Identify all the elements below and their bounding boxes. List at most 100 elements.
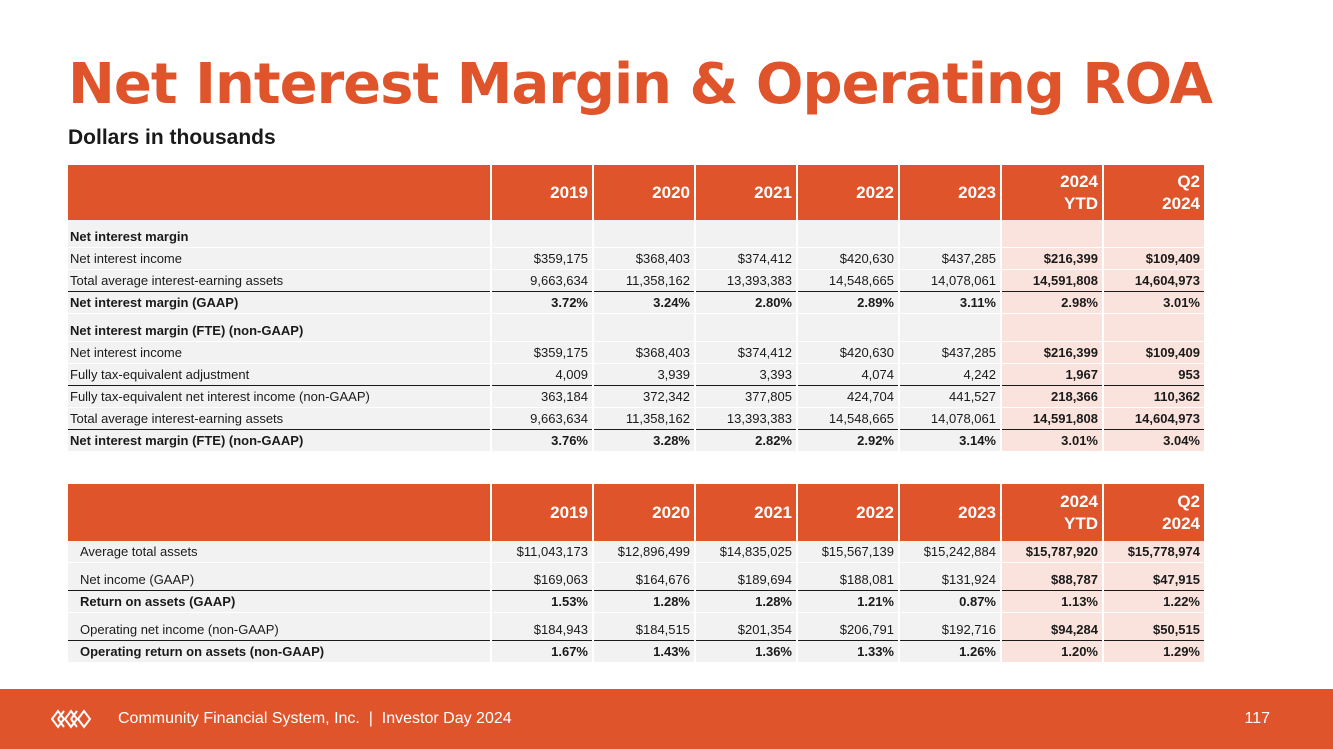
row-value: 218,366 (1002, 386, 1102, 408)
column-header-text: 2023 (958, 182, 996, 202)
row-value: $94,284 (1002, 619, 1102, 641)
row-value: 3.01% (1002, 430, 1102, 452)
spacer-cell (68, 314, 490, 320)
row-value: 14,078,061 (900, 270, 1000, 292)
row-value: 1.28% (594, 591, 694, 613)
header-blank-cell (68, 484, 490, 541)
row-value: $437,285 (900, 342, 1000, 364)
row-value: 14,078,061 (900, 408, 1000, 430)
row-value: $368,403 (594, 248, 694, 270)
spacer-cell (492, 563, 592, 569)
row-value: $184,515 (594, 619, 694, 641)
row-value: 13,393,383 (696, 270, 796, 292)
section-blank-cell (492, 320, 592, 342)
table-row: Return on assets (GAAP) 1.53% 1.28% 1.28% 1.… (68, 591, 1204, 613)
row-label: Net interest income (68, 248, 490, 270)
row-value: 1.28% (696, 591, 796, 613)
row-value: $420,630 (798, 342, 898, 364)
row-value: $374,412 (696, 342, 796, 364)
spacer-cell (594, 563, 694, 569)
row-value: 377,805 (696, 386, 796, 408)
row-value: 3.11% (900, 292, 1000, 314)
column-header-text: 2024 (1060, 491, 1098, 511)
row-value: $109,409 (1104, 248, 1204, 270)
row-value: $15,242,884 (900, 541, 1000, 563)
row-value: 3,939 (594, 364, 694, 386)
spacer-cell (68, 563, 490, 569)
spacer-cell (696, 563, 796, 569)
section-blank-cell (696, 226, 796, 248)
section-blank-cell (1104, 320, 1204, 342)
column-header: 2020 (594, 165, 694, 220)
spacer-cell (1104, 314, 1204, 320)
row-value: $374,412 (696, 248, 796, 270)
column-header: 2024 YTD (1002, 165, 1102, 220)
row-value: 13,393,383 (696, 408, 796, 430)
section-blank-cell (594, 320, 694, 342)
spacer-row (68, 314, 1204, 320)
spacer-cell (1002, 563, 1102, 569)
section-blank-cell (798, 320, 898, 342)
column-header-text: 2024 (1162, 193, 1200, 213)
row-value: 1.26% (900, 641, 1000, 663)
column-header-text: YTD (1064, 513, 1098, 533)
row-value: 14,548,665 (798, 270, 898, 292)
spacer-cell (1104, 563, 1204, 569)
spacer-cell (696, 314, 796, 320)
row-value: 1.43% (594, 641, 694, 663)
net-interest-margin-table: 2019 2020 2021 2022 2023 2024 YTD Q2 2024 Net in… (66, 165, 1206, 452)
table-row: Net income (GAAP) $169,063 $164,676 $189,69… (68, 569, 1204, 591)
table-row: Fully tax-equivalent adjustment 4,009 3,93… (68, 364, 1204, 386)
row-value: 2.98% (1002, 292, 1102, 314)
footer-separator: | (368, 710, 373, 727)
row-value: 4,242 (900, 364, 1000, 386)
spacer-cell (900, 314, 1000, 320)
row-value: $201,354 (696, 619, 796, 641)
row-value: $50,515 (1104, 619, 1204, 641)
spacer-cell (1002, 613, 1102, 619)
row-value: 372,342 (594, 386, 694, 408)
table-row: Total average interest-earning assets 9,6… (68, 270, 1204, 292)
spacer-row (68, 220, 1204, 226)
row-value: 14,548,665 (798, 408, 898, 430)
table-row: Net interest margin (GAAP) 3.72% 3.24% 2.80… (68, 292, 1204, 314)
row-label: Total average interest-earning assets (68, 408, 490, 430)
row-label: Net income (GAAP) (68, 569, 490, 591)
spacer-cell (492, 314, 592, 320)
spacer-cell (1104, 220, 1204, 226)
row-value: 2.89% (798, 292, 898, 314)
page-number: 117 (1244, 710, 1270, 727)
row-value: $12,896,499 (594, 541, 694, 563)
row-value: 1,967 (1002, 364, 1102, 386)
row-label: Net interest income (68, 342, 490, 364)
row-value: $359,175 (492, 342, 592, 364)
row-value: $189,694 (696, 569, 796, 591)
row-label: Fully tax-equivalent net interest income… (68, 386, 490, 408)
column-header-text: 2021 (754, 182, 792, 202)
column-header: 2021 (696, 484, 796, 541)
row-value: $206,791 (798, 619, 898, 641)
row-value: 14,591,808 (1002, 270, 1102, 292)
column-header: Q2 2024 (1104, 484, 1204, 541)
row-value: $184,943 (492, 619, 592, 641)
spacer-cell (900, 220, 1000, 226)
spacer-row (68, 613, 1204, 619)
spacer-cell (492, 613, 592, 619)
footer-caption: Community Financial System, Inc. | Inves… (118, 710, 512, 728)
row-value: $192,716 (900, 619, 1000, 641)
spacer-cell (594, 613, 694, 619)
footer-event: Investor Day 2024 (381, 710, 512, 727)
row-label: Fully tax-equivalent adjustment (68, 364, 490, 386)
row-value: 441,527 (900, 386, 1000, 408)
table-row: Net interest margin (FTE) (non-GAAP) 3.76… (68, 430, 1204, 452)
spacer-cell (68, 220, 490, 226)
column-header-text: 2019 (550, 182, 588, 202)
column-header-text: 2024 (1162, 513, 1200, 533)
column-header-text: 2020 (652, 182, 690, 202)
row-value: 2.82% (696, 430, 796, 452)
column-header: 2022 (798, 484, 898, 541)
row-value: 953 (1104, 364, 1204, 386)
spacer-cell (68, 613, 490, 619)
table-row: Net interest income $359,175 $368,403 $374,… (68, 248, 1204, 270)
spacer-cell (594, 220, 694, 226)
